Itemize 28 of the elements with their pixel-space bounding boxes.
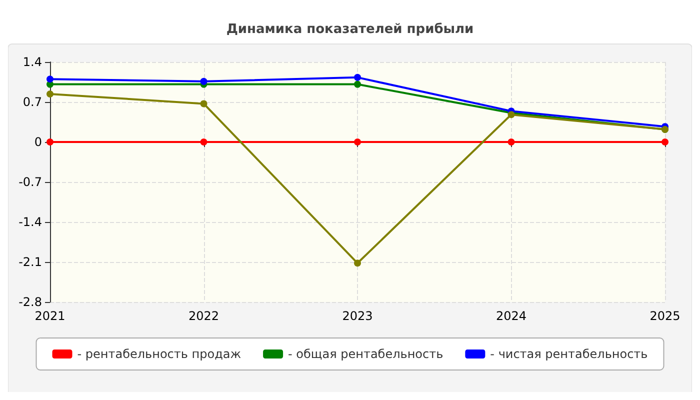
x-tick-label: 2024 bbox=[496, 309, 527, 323]
point bbox=[354, 80, 361, 88]
point bbox=[354, 260, 361, 267]
x-tick-label: 2022 bbox=[188, 309, 220, 323]
y-tick-label: -1.4 bbox=[18, 215, 42, 229]
y-tick-label: 0 bbox=[34, 135, 42, 149]
x-tick-label: 2021 bbox=[34, 309, 66, 323]
point bbox=[46, 76, 54, 83]
legend-label: - чистая рентабельность bbox=[490, 347, 648, 361]
point bbox=[354, 74, 361, 81]
x-tick-label: 2023 bbox=[342, 309, 373, 323]
point bbox=[200, 100, 208, 108]
y-tick-label: 1.4 bbox=[22, 55, 42, 69]
y-tick-label: 0.7 bbox=[22, 95, 42, 109]
point bbox=[508, 138, 515, 146]
point bbox=[200, 78, 208, 85]
y-tick-label: -0.7 bbox=[18, 175, 42, 189]
y-tick-label: -2.1 bbox=[18, 255, 42, 269]
point bbox=[46, 90, 54, 98]
legend-label: - общая рентабельность bbox=[288, 347, 444, 361]
point bbox=[354, 138, 361, 146]
y-tick-label: -2.8 bbox=[18, 295, 42, 309]
point bbox=[46, 138, 54, 146]
point bbox=[662, 138, 668, 146]
x-tick-label: 2025 bbox=[650, 309, 680, 323]
point bbox=[200, 138, 208, 146]
legend-label: - рентабельность продаж bbox=[77, 347, 242, 361]
chart-title: Динамика показателей прибыли bbox=[226, 22, 474, 37]
